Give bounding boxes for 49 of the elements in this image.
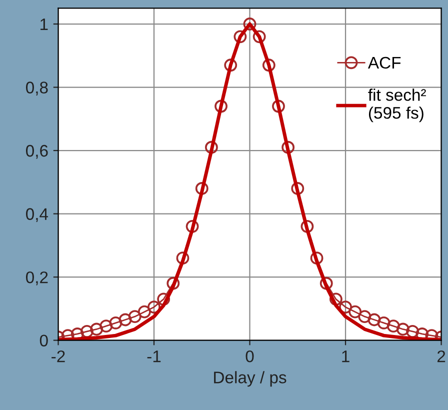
y-tick-label: 0,2 <box>26 271 48 286</box>
point <box>282 140 295 154</box>
x-tick-label: -2 <box>52 350 65 362</box>
x-tick-label: 0 <box>246 350 254 362</box>
x-tick-label: -1 <box>147 350 161 362</box>
point <box>377 316 390 330</box>
point <box>300 220 314 233</box>
point <box>348 305 362 318</box>
point <box>100 320 113 333</box>
point <box>358 310 372 324</box>
point <box>176 252 190 265</box>
point <box>368 313 381 326</box>
point <box>386 320 400 333</box>
x-tick-label: 1 <box>342 350 350 362</box>
point <box>195 182 208 195</box>
point <box>90 322 104 336</box>
point <box>291 182 304 195</box>
point <box>128 310 142 324</box>
y-tick-label: 0,6 <box>26 144 48 159</box>
point <box>310 252 324 265</box>
point <box>252 30 266 44</box>
point <box>186 220 199 233</box>
point <box>339 300 352 314</box>
point <box>262 58 276 72</box>
point <box>157 292 170 306</box>
legend-label: ACF <box>368 56 401 69</box>
point <box>396 322 410 336</box>
point <box>320 276 333 290</box>
point <box>329 292 342 306</box>
point <box>148 300 160 314</box>
point <box>80 324 94 338</box>
point <box>214 100 228 113</box>
point <box>118 313 132 326</box>
x-tick-label: 2 <box>437 350 446 362</box>
y-tick-label: 0,4 <box>26 208 48 222</box>
point <box>272 100 285 113</box>
point <box>109 316 122 330</box>
point <box>166 276 180 290</box>
point <box>234 30 247 44</box>
y-tick-label: 1 <box>40 18 48 30</box>
x-axis-title: Delay / ps <box>214 371 286 387</box>
point <box>138 305 151 318</box>
point <box>406 324 420 338</box>
point <box>224 58 238 72</box>
point <box>204 140 218 154</box>
y-tick-label: 0 <box>40 334 48 347</box>
point <box>243 18 256 30</box>
legend-label: fit sech² (595 fs) <box>368 88 426 122</box>
y-tick-label: 0,8 <box>26 82 48 96</box>
